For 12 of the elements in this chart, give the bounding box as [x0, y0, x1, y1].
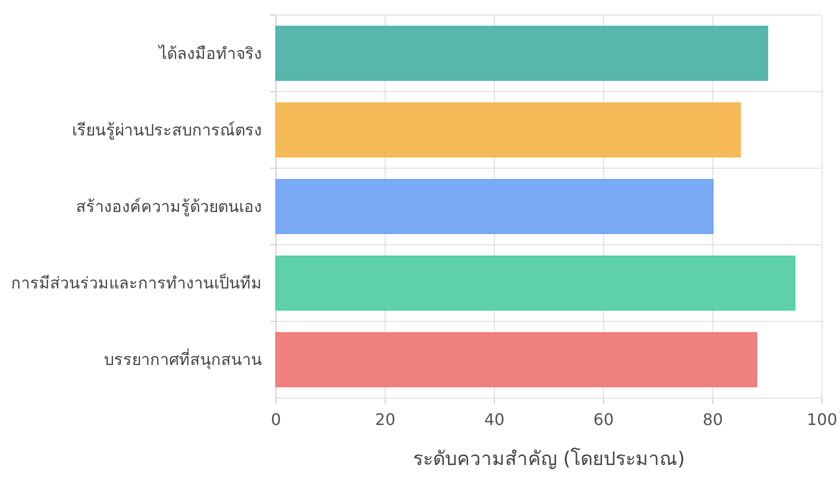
x-axis-title: ระดับความสำคัญ (โดยประมาณ) [413, 447, 685, 470]
x-tick-label: 80 [702, 410, 723, 429]
x-tick-label: 60 [593, 410, 614, 429]
x-tick-label: 20 [375, 410, 396, 429]
y-tick-label: การมีส่วนร่วมและการทำงานเป็นทีม [11, 272, 262, 293]
y-tick-label: บรรยากาศที่สนุกสนาน [104, 348, 262, 370]
x-tick-label: 100 [806, 410, 838, 429]
y-tick-label: สร้างองค์ความรู้ด้วยตนเอง [76, 197, 262, 217]
x-tick-label: 0 [270, 410, 282, 429]
x-tick-label: 40 [484, 410, 505, 429]
y-tick-label: เรียนรู้ผ่านประสบการณ์ตรง [72, 120, 262, 140]
y-tick-label: ได้ลงมือทำจริง [157, 44, 262, 63]
